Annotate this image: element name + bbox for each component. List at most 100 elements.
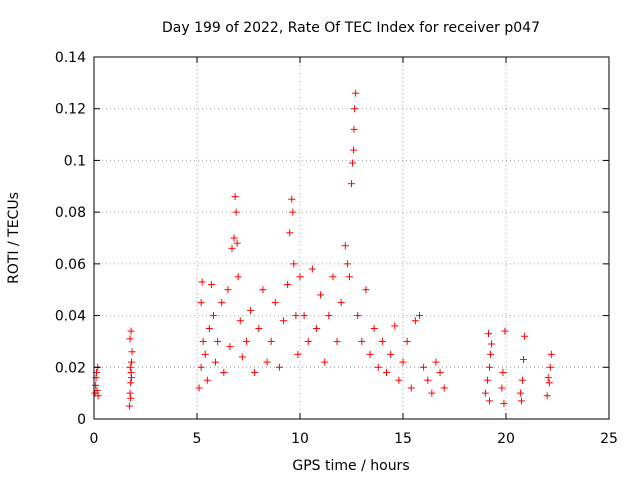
data-point — [350, 146, 358, 154]
data-point — [286, 229, 294, 237]
y-tick-label: 0.04 — [55, 309, 86, 325]
data-point — [545, 379, 553, 387]
data-point — [547, 350, 555, 358]
data-point — [218, 299, 226, 307]
x-tick-label: 20 — [497, 431, 515, 447]
data-point — [403, 337, 411, 345]
x-tick-label: 25 — [600, 431, 618, 447]
x-tick-label: 5 — [193, 431, 202, 447]
data-point — [354, 312, 362, 320]
data-point — [378, 337, 386, 345]
data-point — [292, 312, 300, 320]
data-point — [231, 193, 239, 201]
data-point — [207, 281, 215, 289]
data-point — [487, 350, 495, 358]
data-point — [220, 368, 228, 376]
data-point — [517, 397, 525, 405]
data-point — [205, 325, 213, 332]
data-point — [325, 312, 333, 320]
data-point — [424, 376, 432, 384]
data-points — [91, 89, 555, 410]
data-point — [197, 363, 205, 371]
data-point — [488, 340, 496, 348]
grid — [94, 57, 609, 419]
data-point — [214, 337, 222, 345]
data-point — [92, 381, 100, 389]
data-point — [351, 105, 359, 113]
data-point — [209, 312, 217, 320]
data-point — [352, 89, 360, 97]
data-point — [300, 312, 308, 320]
data-point — [440, 384, 448, 392]
data-point — [481, 389, 489, 397]
data-point — [308, 265, 316, 273]
data-point — [275, 363, 283, 371]
data-point — [126, 363, 134, 371]
data-point — [498, 384, 506, 392]
data-point — [288, 195, 296, 203]
data-point — [432, 358, 440, 366]
chart-title: Day 199 of 2022, Rate Of TEC Index for r… — [162, 20, 540, 36]
y-tick-label: 0 — [77, 412, 86, 428]
data-point — [486, 397, 494, 405]
data-point — [350, 125, 358, 133]
data-point — [232, 208, 240, 216]
data-point — [317, 291, 325, 299]
x-tick-label: 10 — [291, 431, 309, 447]
data-point — [341, 242, 349, 250]
data-point — [126, 335, 134, 343]
data-point — [94, 392, 102, 400]
data-point — [348, 180, 355, 188]
x-axis-label: GPS time / hours — [292, 458, 409, 474]
data-point — [127, 358, 135, 366]
data-point — [242, 337, 250, 345]
data-point — [251, 368, 259, 376]
data-point — [484, 330, 492, 338]
data-point — [366, 350, 374, 358]
data-point — [500, 399, 508, 407]
data-point — [544, 374, 552, 382]
data-point — [415, 312, 423, 320]
data-point — [195, 384, 203, 392]
data-point — [126, 389, 134, 397]
data-point — [399, 358, 407, 366]
data-point — [387, 350, 395, 358]
data-point — [483, 376, 491, 384]
data-point — [294, 350, 302, 358]
data-point — [486, 363, 494, 371]
data-point — [395, 376, 403, 384]
data-point — [289, 208, 297, 216]
data-point — [127, 374, 135, 382]
data-point — [93, 387, 101, 395]
data-point — [127, 379, 135, 387]
data-point — [543, 392, 551, 400]
data-point — [321, 358, 329, 366]
data-point — [224, 286, 232, 294]
data-point — [358, 337, 366, 345]
data-point — [391, 322, 399, 330]
y-tick-label: 0.14 — [55, 50, 86, 66]
data-point — [267, 337, 275, 345]
data-point — [312, 325, 320, 332]
data-point — [263, 358, 271, 366]
data-point — [127, 394, 135, 402]
data-point — [370, 325, 378, 332]
data-point — [501, 327, 509, 335]
data-point — [271, 299, 279, 307]
y-tick-label: 0.06 — [55, 257, 86, 273]
data-point — [197, 299, 205, 307]
axis-ticks: 0 5 10 15 20 25 0 0.02 0.04 0.06 0.08 0.1 0.12 0.14 — [55, 50, 618, 447]
data-point — [383, 368, 391, 376]
y-tick-label: 0.02 — [55, 360, 86, 376]
data-point — [201, 350, 209, 358]
data-point — [228, 244, 236, 252]
data-point — [233, 239, 241, 247]
data-point — [304, 337, 312, 345]
data-point — [203, 376, 211, 384]
data-point — [329, 273, 337, 281]
data-point — [259, 286, 267, 294]
data-point — [407, 384, 415, 392]
data-point — [234, 273, 242, 281]
x-tick-label: 0 — [90, 431, 99, 447]
